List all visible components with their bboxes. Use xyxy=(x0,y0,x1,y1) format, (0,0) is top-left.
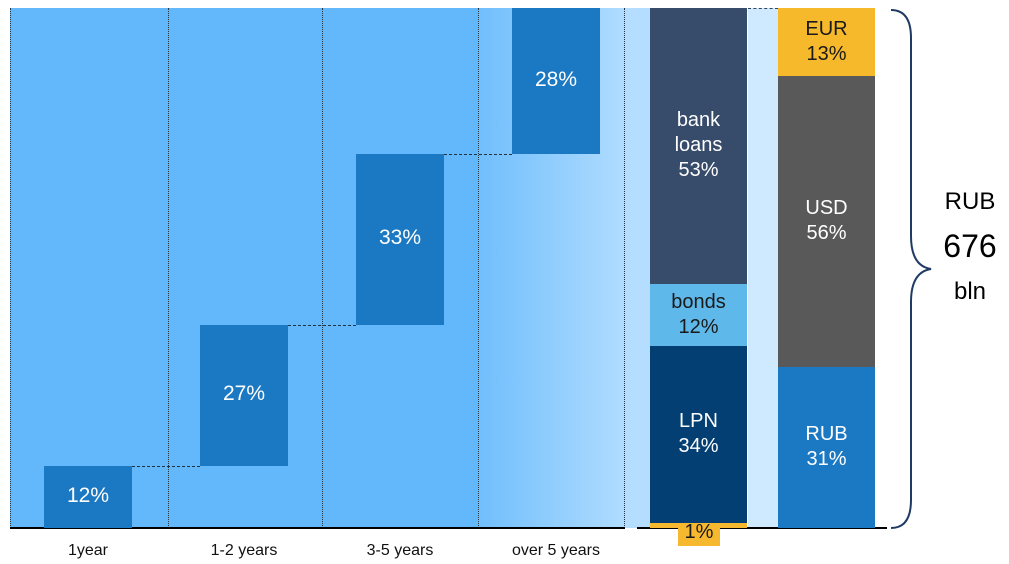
plot-background xyxy=(748,8,778,528)
connector xyxy=(132,465,200,467)
column-divider xyxy=(624,8,625,528)
segment-label: bonds 12% xyxy=(658,284,739,346)
brace xyxy=(890,9,932,529)
baseline xyxy=(10,527,625,529)
connector xyxy=(748,8,778,9)
bar xyxy=(44,465,132,528)
segment-value-label: 56% xyxy=(806,222,847,245)
bar-segment xyxy=(778,366,875,528)
annotation: RUB xyxy=(944,188,996,215)
column-divider xyxy=(10,8,11,528)
x-tick-label: 3-5 years xyxy=(366,542,434,559)
bar-label: 12% xyxy=(66,483,110,507)
segment-label: LPN 34% xyxy=(658,346,739,523)
segment-value-label: 34% xyxy=(678,435,719,458)
segment-value-label: 53% xyxy=(678,159,719,182)
bar-segment xyxy=(650,346,747,523)
x-tick-label: 1year xyxy=(67,542,109,559)
segment-name: LPN xyxy=(679,410,718,433)
column-divider xyxy=(322,8,323,528)
connector xyxy=(444,153,512,155)
annotation: 676 xyxy=(943,228,997,264)
bar-segment xyxy=(650,8,747,284)
segment-label: EUR 13% xyxy=(786,8,867,76)
bar xyxy=(200,325,288,466)
segment-name: RUB xyxy=(805,423,848,446)
segment-value-label: 31% xyxy=(806,448,847,471)
bar xyxy=(356,153,444,326)
segment-label: bank loans 53% xyxy=(658,8,739,284)
segment-name: bank loans xyxy=(674,109,723,157)
segment-label: RUB 31% xyxy=(786,367,867,528)
bar-label: 33% xyxy=(378,226,422,250)
segment-name: EUR xyxy=(805,17,848,40)
segment-value-label: 12% xyxy=(678,315,719,338)
bar xyxy=(512,8,600,154)
x-tick-label: over 5 years xyxy=(511,542,601,559)
bar-label: 28% xyxy=(534,67,578,91)
column-divider xyxy=(478,8,479,528)
connector xyxy=(288,325,356,327)
brace-path xyxy=(890,9,932,529)
bar-segment xyxy=(650,283,747,346)
segment-name: USD xyxy=(805,197,848,220)
x-tick-label: 1-2 years xyxy=(210,542,278,559)
bar-segment xyxy=(778,75,875,367)
annotation: bln xyxy=(953,278,987,305)
bar-label: 27% xyxy=(222,382,266,406)
plot-background xyxy=(625,8,650,528)
segment-value-label: 13% xyxy=(806,42,847,65)
segment-name: bonds xyxy=(671,290,726,313)
baseline xyxy=(637,527,887,529)
column-divider xyxy=(168,8,169,528)
segment-label: USD 56% xyxy=(786,76,867,367)
bar-segment xyxy=(778,8,875,76)
